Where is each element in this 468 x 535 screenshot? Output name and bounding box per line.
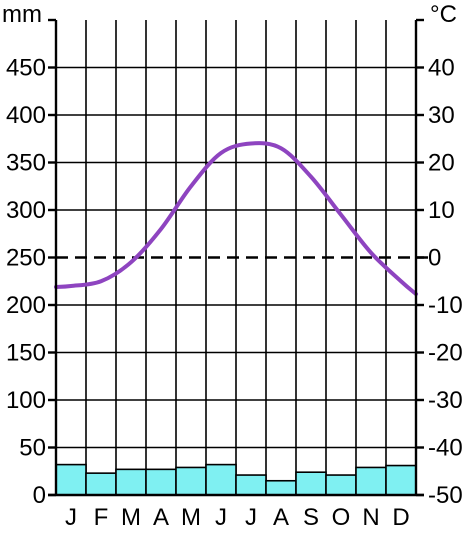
temperature-curve [54, 141, 418, 297]
precipitation-bars [55, 463, 417, 496]
month-label: M [121, 504, 141, 531]
left-tick-label: 100 [6, 387, 46, 414]
right-tick-label: -10 [428, 292, 463, 319]
month-label: J [245, 504, 257, 531]
precipitation-bar [295, 471, 327, 496]
month-label: A [273, 504, 289, 531]
left-tick-label: 250 [6, 245, 46, 272]
month-label: N [362, 504, 379, 531]
month-label: M [181, 504, 201, 531]
month-label: O [332, 504, 351, 531]
right-tick-label: 20 [428, 150, 455, 177]
month-label: S [303, 504, 319, 531]
left-tick-label: 200 [6, 292, 46, 319]
left-tick-label: 350 [6, 150, 46, 177]
month-label: J [215, 504, 227, 531]
precipitation-bar [205, 463, 237, 496]
month-label: J [65, 504, 77, 531]
right-axis-ticks: -50 -40 -30 -20 -10 0 10 20 30 40 [416, 55, 463, 509]
left-tick-label: 300 [6, 197, 46, 224]
left-tick-label: 450 [6, 55, 46, 82]
precipitation-bar [355, 466, 387, 496]
right-tick-label: 10 [428, 197, 455, 224]
month-label: A [153, 504, 169, 531]
month-label: D [392, 504, 409, 531]
right-tick-label: 40 [428, 55, 455, 82]
precipitation-bar [175, 466, 207, 496]
precipitation-bar [235, 474, 267, 496]
right-tick-label: 30 [428, 102, 455, 129]
left-axis-unit: mm [2, 1, 42, 28]
left-axis-ticks: 0 50 100 150 200 250 300 350 400 450 [6, 55, 56, 509]
precipitation-bar [325, 474, 357, 496]
precipitation-bar [115, 468, 147, 496]
right-tick-label: -40 [428, 435, 463, 462]
precipitation-bar [265, 479, 297, 496]
month-label: F [94, 504, 109, 531]
left-tick-label: 400 [6, 102, 46, 129]
right-tick-label: 0 [428, 245, 441, 272]
precipitation-bar [85, 472, 117, 496]
right-tick-label: -20 [428, 340, 463, 367]
precipitation-bar [385, 464, 417, 496]
precipitation-bar [145, 468, 177, 496]
precipitation-bar [55, 463, 87, 496]
right-tick-label: -50 [428, 482, 463, 509]
left-tick-label: 150 [6, 340, 46, 367]
temperature-line [54, 141, 418, 297]
left-tick-label: 50 [19, 435, 46, 462]
right-axis-unit: °C [430, 1, 457, 28]
right-tick-label: -30 [428, 387, 463, 414]
left-tick-label: 0 [33, 482, 46, 509]
